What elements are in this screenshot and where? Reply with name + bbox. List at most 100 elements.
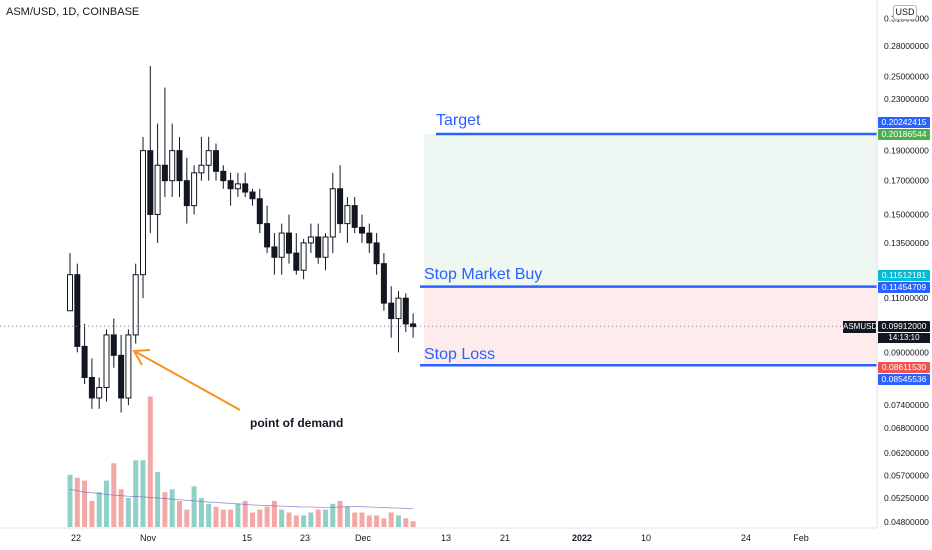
demand-arrow xyxy=(135,351,241,411)
x-tick-label: 2022 xyxy=(572,533,592,543)
volume-bar xyxy=(323,509,328,527)
candle-body xyxy=(191,172,198,207)
candle-body xyxy=(140,150,146,276)
volume-bar xyxy=(228,509,234,527)
volume-bar xyxy=(396,515,401,527)
x-tick-label: Nov xyxy=(140,533,157,543)
candle-body xyxy=(132,274,139,336)
candle-body xyxy=(307,236,314,244)
candle-body xyxy=(213,150,219,172)
volume-bar xyxy=(344,506,350,527)
candle-body xyxy=(286,232,292,254)
candle-body xyxy=(329,188,336,238)
target-price-tag-2: 0.20186544 xyxy=(878,129,930,140)
loss-zone xyxy=(424,286,877,366)
candle-body xyxy=(300,242,307,271)
volume-ma-line xyxy=(69,488,414,510)
x-tick-label: Dec xyxy=(355,533,372,543)
symbol-tag: ASMUSD xyxy=(843,321,878,333)
volume-bar xyxy=(198,498,204,527)
volume-bar xyxy=(359,512,365,527)
volume-bar xyxy=(337,500,343,527)
candle-body xyxy=(388,302,395,320)
volume-bar xyxy=(220,509,226,527)
candle-body xyxy=(344,205,351,225)
volume-bar xyxy=(374,515,380,527)
candle-body xyxy=(366,232,373,244)
loss-price-tag-1: 0.08611530 xyxy=(878,362,930,373)
volume-bar xyxy=(206,503,212,527)
x-tick-label: 22 xyxy=(71,533,81,543)
candle-body xyxy=(322,236,329,258)
candle-body xyxy=(110,334,117,356)
candle-body xyxy=(256,198,263,225)
volume-bar xyxy=(271,500,277,527)
candle-body xyxy=(154,164,161,215)
volume-bar xyxy=(89,500,95,527)
volume-bar xyxy=(125,498,131,527)
volume-bar xyxy=(67,474,73,527)
candle-body xyxy=(402,297,409,325)
x-tick-label: Feb xyxy=(793,533,809,543)
volume-bar xyxy=(133,460,139,527)
candle-body xyxy=(74,274,81,347)
volume-bar xyxy=(235,503,241,527)
candle-body xyxy=(103,334,110,389)
y-tick-label: 0.04800000 xyxy=(884,517,929,527)
candle-body xyxy=(88,376,95,399)
x-tick-label: 13 xyxy=(441,533,451,543)
candle-body xyxy=(373,242,380,265)
y-tick-label: 0.13500000 xyxy=(884,238,929,248)
currency-badge[interactable]: USD xyxy=(893,5,917,20)
volume-bar xyxy=(330,503,336,527)
x-tick-label: 24 xyxy=(741,533,751,543)
y-tick-label: 0.05700000 xyxy=(884,471,929,481)
volume-bar xyxy=(184,509,190,527)
volume-bar xyxy=(74,477,80,527)
buy-price-tag-1: 0.11512181 xyxy=(878,270,930,281)
candle-body xyxy=(176,150,183,182)
volume-bar xyxy=(264,506,270,527)
loss-price-tag-2: 0.08545536 xyxy=(878,374,930,385)
y-tick-label: 0.28000000 xyxy=(884,41,929,51)
volume-bar xyxy=(381,518,387,527)
volume-bar xyxy=(82,480,88,527)
y-tick-label: 0.05250000 xyxy=(884,493,929,503)
candle-body xyxy=(96,387,103,399)
chart-title: ASM/USD, 1D, COINBASE xyxy=(6,6,140,18)
candle-body xyxy=(220,170,227,182)
volume-bar xyxy=(169,489,175,527)
candle-body xyxy=(67,274,73,312)
volume-bar xyxy=(286,512,292,527)
volume-bar xyxy=(293,515,299,527)
candle-body xyxy=(249,191,256,200)
candle-body xyxy=(315,236,322,258)
candle-body xyxy=(234,183,241,190)
x-tick-label: 23 xyxy=(300,533,310,543)
target-label: Target xyxy=(436,112,481,129)
candle-body xyxy=(147,150,154,215)
y-tick-label: 0.19000000 xyxy=(884,146,929,156)
candle-body xyxy=(351,205,358,228)
candle-body xyxy=(264,223,271,248)
volume-bar xyxy=(308,512,314,527)
volume-bar xyxy=(104,480,109,527)
demand-arrow-head xyxy=(132,349,151,366)
candle-body xyxy=(395,297,402,320)
y-tick-label: 0.11000000 xyxy=(884,293,929,303)
x-tick-label: 10 xyxy=(641,533,651,543)
volume-bar xyxy=(177,500,182,527)
candle-body xyxy=(125,334,132,399)
y-tick-label: 0.17000000 xyxy=(884,176,929,186)
volume-bar xyxy=(118,489,124,527)
volume-bar xyxy=(191,486,197,527)
volume-bar xyxy=(147,396,153,527)
volume-bar xyxy=(155,471,161,527)
x-tick-label: 15 xyxy=(242,533,252,543)
candle-body xyxy=(271,246,278,258)
volume-bar xyxy=(213,506,219,527)
y-tick-label: 0.07400000 xyxy=(884,400,929,410)
candle-body xyxy=(410,323,417,328)
volume-bar xyxy=(96,492,102,527)
